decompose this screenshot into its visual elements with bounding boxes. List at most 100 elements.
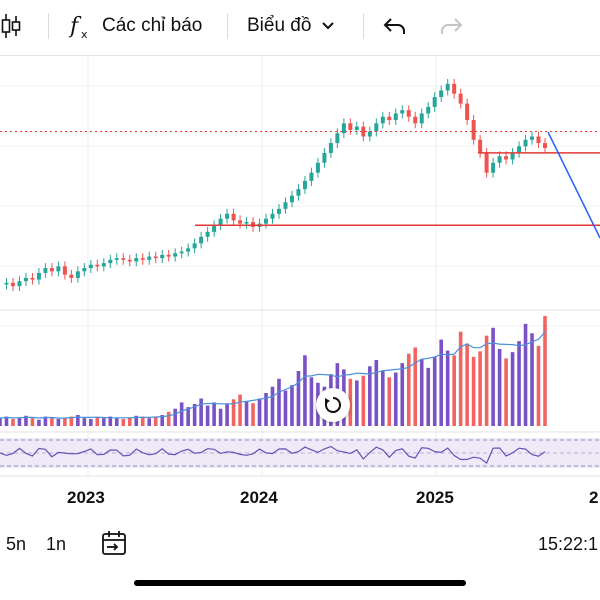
volume-bar [283, 390, 288, 426]
volume-bar [303, 355, 307, 426]
candle-body [478, 139, 483, 153]
volume-bar [11, 418, 15, 426]
candle-body [127, 259, 132, 262]
oscillator-band [0, 438, 600, 468]
price-chart[interactable] [0, 56, 600, 518]
candle-body [36, 272, 41, 280]
volume-bar [264, 393, 268, 426]
x-axis-label: 2025 [416, 488, 454, 507]
volume-bar [393, 372, 398, 426]
volume-bar [205, 405, 210, 426]
clock-time: 15:22:1 [538, 534, 599, 554]
volume-bar [30, 418, 35, 426]
volume-bar [50, 417, 54, 426]
go-to-date-button[interactable] [99, 528, 129, 563]
candle-body [108, 259, 113, 264]
volume-bar [147, 418, 152, 426]
candle-body [225, 213, 230, 219]
redo-icon [438, 15, 464, 37]
volume-bar [95, 417, 100, 426]
candle-body [315, 162, 320, 173]
undo-button[interactable] [382, 0, 408, 52]
volume-bar [212, 402, 216, 426]
redo-button[interactable] [438, 0, 464, 52]
candle-body [419, 113, 424, 124]
candle-body [322, 152, 327, 163]
volume-bar [114, 418, 119, 426]
volume-bar [218, 408, 223, 426]
candle-body [413, 116, 418, 124]
range-5n-button[interactable]: 5n [6, 534, 27, 554]
candle-body [510, 152, 515, 160]
volume-bar [478, 351, 482, 426]
candle-body [49, 268, 54, 272]
volume-bar [419, 359, 424, 426]
undo-icon [382, 15, 408, 37]
indicators-button[interactable]: f x Các chỉ báo [68, 0, 202, 52]
volume-bar [296, 371, 301, 426]
candle-body [458, 93, 463, 104]
volume-bar [406, 353, 411, 426]
candle-body [400, 110, 405, 114]
candle-body [406, 110, 411, 117]
candle-body [231, 213, 236, 221]
fx-icon: f x [68, 11, 94, 41]
volume-bar [127, 417, 132, 426]
calendar-arrow-icon [99, 528, 129, 558]
volume-bar [432, 356, 437, 426]
candle-body [491, 162, 496, 173]
volume-bar [361, 375, 366, 426]
candle-body [296, 189, 301, 196]
oscillator-line [0, 445, 546, 465]
candle-body [4, 282, 9, 285]
volume-bar [17, 417, 22, 426]
volume-moving-average [0, 331, 546, 419]
chevron-down-icon [321, 21, 335, 31]
volume-bar [277, 378, 281, 426]
candle-body [134, 258, 139, 262]
candle-body [95, 264, 100, 267]
volume-bar [445, 350, 450, 426]
candle-body [114, 258, 119, 260]
volume-bar [37, 419, 41, 426]
reset-icon [323, 395, 343, 415]
volume-bar [517, 341, 521, 426]
reset-chart-button[interactable] [316, 388, 350, 422]
volume-bar [523, 323, 528, 426]
candle-body [43, 268, 48, 273]
volume-bar [290, 385, 294, 426]
candle-body [484, 152, 489, 173]
volume-bar [199, 398, 203, 426]
chart-menu-button[interactable]: Biểu đồ [247, 0, 335, 52]
volume-bar [82, 418, 87, 426]
candle-body [302, 180, 307, 190]
candle-body [101, 263, 106, 267]
candle-body [471, 120, 476, 140]
candle-body [504, 156, 509, 160]
toolbar-border [0, 55, 600, 56]
candlestick-series [4, 78, 547, 292]
chart-canvas[interactable] [0, 56, 600, 518]
candle-body [374, 123, 379, 132]
candle-body [30, 277, 35, 280]
chart-type-button[interactable] [0, 0, 30, 52]
candle-body [283, 202, 288, 209]
candle-body [276, 208, 281, 214]
volume-bar [231, 399, 236, 426]
volume-bar [134, 415, 139, 426]
volume-bar [140, 416, 145, 426]
range-1n-button[interactable]: 1n [46, 534, 67, 554]
candle-body [452, 83, 457, 94]
volume-bar [89, 418, 93, 426]
toolbar-divider [48, 13, 49, 39]
volume-bar [458, 331, 463, 426]
candle-body [341, 123, 346, 134]
volume-bar [179, 402, 184, 426]
volume-bar [452, 355, 456, 426]
volume-bar [439, 339, 443, 426]
candle-body [179, 251, 184, 254]
candle-body [348, 123, 353, 130]
volume-bar [426, 367, 431, 426]
volume-bar [56, 418, 61, 426]
candle-body [530, 136, 535, 140]
